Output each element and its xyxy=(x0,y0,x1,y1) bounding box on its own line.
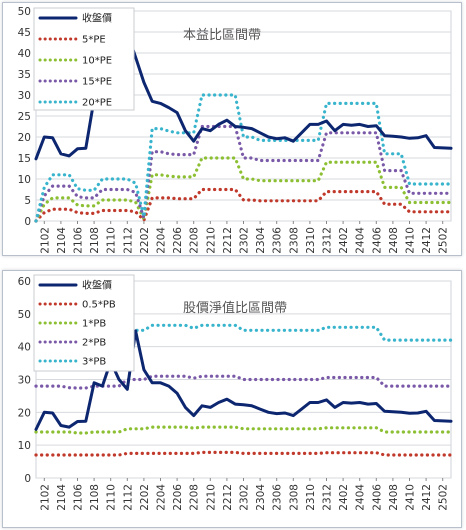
x-tick-label: 2308 xyxy=(288,227,300,254)
y-tick-label: 50 xyxy=(18,6,31,18)
series-line-band-3 xyxy=(34,374,453,390)
series-line-band-1 xyxy=(34,450,453,457)
x-tick-label: 2306 xyxy=(272,484,284,511)
x-tick-label: 2208 xyxy=(189,227,201,254)
x-tick-label: 2304 xyxy=(255,227,267,254)
x-tick-label: 2308 xyxy=(288,484,300,511)
y-tick-label: 20 xyxy=(18,132,31,144)
y-tick-label: 30 xyxy=(18,375,31,387)
x-tick-label: 2412 xyxy=(421,484,433,511)
legend-label: 15*PE xyxy=(82,77,112,88)
pb-band-chart: 0 10 20 30 40 50 60 2102 2104 2106 2108 2110 2112 220… xyxy=(18,274,453,511)
y-tick-label: 0 xyxy=(24,216,31,228)
legend-label: 1*PB xyxy=(82,319,106,330)
y-tick-label: 20 xyxy=(18,407,31,419)
chart-title: 股價淨值比區間帶 xyxy=(183,300,287,316)
x-tick-label: 2212 xyxy=(222,484,234,511)
x-tick-label: 2302 xyxy=(239,484,251,511)
x-tick-label: 2404 xyxy=(355,227,367,254)
x-tick-label: 2412 xyxy=(421,227,433,254)
x-tick-label: 2208 xyxy=(189,484,201,511)
x-tick-label: 2106 xyxy=(73,227,85,254)
x-tick-label: 2110 xyxy=(106,227,118,254)
x-tick-label: 2210 xyxy=(205,484,217,511)
x-tick-label: 2204 xyxy=(156,484,168,511)
x-tick-label: 2206 xyxy=(172,484,184,511)
x-tick-label: 2310 xyxy=(305,227,317,254)
legend-label: 20*PE xyxy=(82,98,112,109)
x-tick-label: 2502 xyxy=(438,484,450,511)
x-tick-label: 2306 xyxy=(272,227,284,254)
legend-label: 10*PE xyxy=(82,56,112,67)
x-tick-label: 2312 xyxy=(322,484,334,511)
legend-label: 3*PB xyxy=(82,357,106,368)
x-tick-label: 2210 xyxy=(205,227,217,254)
x-tick-label: 2402 xyxy=(338,484,350,511)
x-tick-label: 2108 xyxy=(89,484,101,511)
y-tick-label: 40 xyxy=(18,342,31,354)
y-tick-label: 5 xyxy=(24,195,31,207)
legend-label: 2*PB xyxy=(82,338,106,349)
x-tick-label: 2404 xyxy=(355,484,367,511)
y-tick-label: 40 xyxy=(18,48,31,60)
x-tick-label: 2312 xyxy=(322,227,334,254)
y-tick-label: 10 xyxy=(18,440,31,452)
y-tick-label: 45 xyxy=(18,27,31,39)
legend: 收盤價 0.5*PB 1*PB 2*PB 3*PB xyxy=(33,274,135,372)
chart-title: 本益比區間帶 xyxy=(183,28,261,43)
x-tick-label: 2112 xyxy=(122,227,134,254)
x-tick-label: 2202 xyxy=(139,227,151,254)
x-tick-label: 2502 xyxy=(438,227,450,254)
legend-label: 收盤價 xyxy=(82,12,112,25)
series-line-band-1 xyxy=(34,187,453,223)
y-tick-label: 0 xyxy=(24,473,31,485)
x-tick-label: 2102 xyxy=(39,484,51,511)
x-tick-label: 2110 xyxy=(106,484,118,511)
y-tick-label: 35 xyxy=(18,69,31,81)
x-tick-label: 2108 xyxy=(89,227,101,254)
x-tick-label: 2310 xyxy=(305,484,317,511)
legend-label: 5*PE xyxy=(82,35,106,46)
y-tick-label: 50 xyxy=(18,309,31,321)
y-tick-label: 15 xyxy=(18,153,31,165)
series-line-band-2 xyxy=(34,425,453,435)
x-tick-label: 2302 xyxy=(239,227,251,254)
legend-label: 收盤價 xyxy=(82,279,112,292)
pb-band-chart-panel: 0 10 20 30 40 50 60 2102 2104 2106 2108 2110 2112 220… xyxy=(2,270,462,528)
x-tick-label: 2104 xyxy=(56,227,68,254)
x-tick-label: 2212 xyxy=(222,227,234,254)
pe-band-chart-panel: 0 5 10 15 20 25 30 35 40 45 50 2102 2104 2106 2108 2110… xyxy=(2,2,462,256)
x-tick-label: 2106 xyxy=(73,484,85,511)
x-tick-label: 2408 xyxy=(388,227,400,254)
x-tick-label: 2204 xyxy=(156,227,168,254)
x-tick-label: 2112 xyxy=(122,484,134,511)
legend: 收盤價 5*PE 10*PE 15*PE 20*PE xyxy=(33,7,135,111)
x-tick-label: 2206 xyxy=(172,227,184,254)
x-tick-label: 2104 xyxy=(56,484,68,511)
x-tick-label: 2202 xyxy=(139,484,151,511)
x-tick-label: 2410 xyxy=(405,227,417,254)
y-tick-label: 30 xyxy=(18,90,31,102)
x-tick-label: 2406 xyxy=(371,484,383,511)
series-line-band-4 xyxy=(34,93,453,223)
series-line-close-price xyxy=(34,329,453,431)
x-tick-label: 2402 xyxy=(338,227,350,254)
x-tick-label: 2406 xyxy=(371,227,383,254)
x-tick-label: 2304 xyxy=(255,484,267,511)
legend-label: 0.5*PB xyxy=(82,300,116,311)
pe-band-chart: 0 5 10 15 20 25 30 35 40 45 50 2102 2104 2106 2108 2110… xyxy=(18,6,453,254)
y-tick-label: 10 xyxy=(18,174,31,186)
x-tick-label: 2408 xyxy=(388,484,400,511)
y-tick-label: 60 xyxy=(18,276,31,288)
x-tick-label: 2102 xyxy=(39,227,51,254)
series-line-band-3 xyxy=(34,124,453,223)
y-tick-label: 25 xyxy=(18,111,31,123)
x-tick-label: 2410 xyxy=(405,484,417,511)
